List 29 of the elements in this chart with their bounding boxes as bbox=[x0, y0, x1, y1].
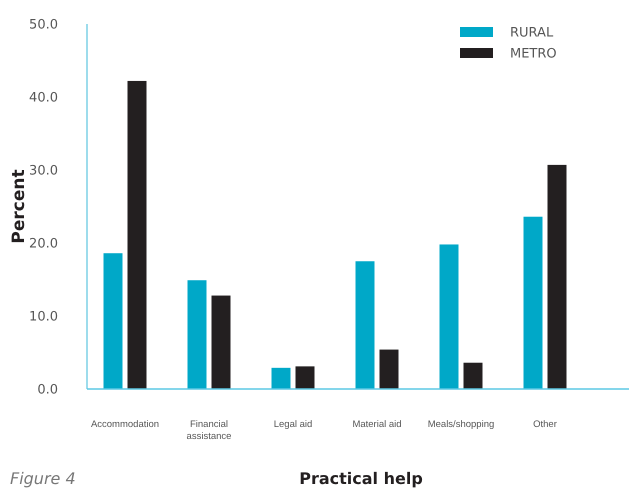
bar bbox=[524, 216, 542, 389]
caption: Figure 4 bbox=[10, 469, 76, 488]
bar bbox=[356, 261, 374, 389]
x-axis-title: Practical help bbox=[299, 469, 423, 488]
legend-label: RURAL bbox=[510, 26, 554, 41]
bar bbox=[188, 280, 206, 389]
bar bbox=[380, 350, 398, 389]
bar bbox=[440, 244, 458, 389]
bar bbox=[464, 362, 482, 389]
x-tick-label: Other bbox=[533, 419, 557, 430]
y-tick-label: 30.0 bbox=[29, 164, 58, 179]
x-tick-label: Material aid bbox=[352, 419, 402, 430]
bar bbox=[548, 164, 566, 389]
x-tick-label: Accommodation bbox=[90, 419, 160, 430]
y-tick-label: 10.0 bbox=[29, 310, 58, 325]
x-tick-label: Meals/shopping bbox=[428, 419, 494, 430]
y-tick-label: 0.0 bbox=[37, 382, 58, 398]
bar bbox=[104, 253, 122, 389]
bar bbox=[128, 80, 146, 389]
y-axis-title: Percent bbox=[9, 169, 29, 244]
bar bbox=[212, 296, 230, 389]
y-tick-label: 50.0 bbox=[29, 18, 58, 33]
y-tick-label: 20.0 bbox=[29, 236, 58, 252]
bar bbox=[272, 368, 290, 389]
x-tick-label: Legal aid bbox=[274, 419, 312, 430]
bar bbox=[296, 366, 314, 389]
x-tick-label: Financial assistance bbox=[186, 419, 232, 442]
y-tick-label: 40.0 bbox=[29, 90, 58, 106]
legend-label: METRO bbox=[510, 46, 557, 62]
